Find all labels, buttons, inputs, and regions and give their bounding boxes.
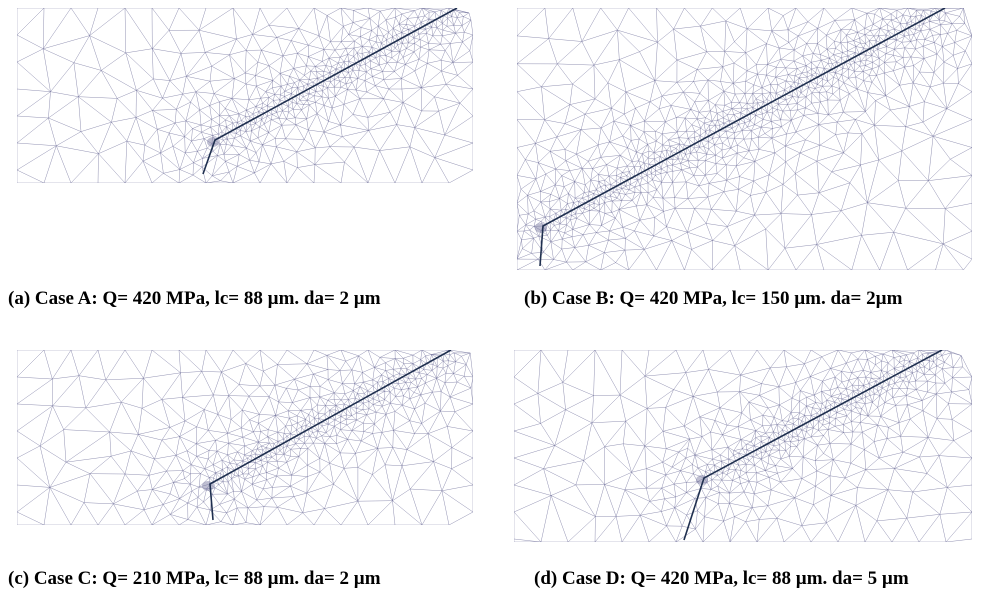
mesh-edges — [517, 8, 972, 270]
mesh-panel-c — [17, 350, 473, 525]
mesh-edges — [514, 350, 972, 542]
mesh-panel-d — [514, 350, 972, 542]
crack-path — [209, 350, 452, 521]
caption-case-c: (c) Case C: Q= 210 MPa, lc= 88 µm. da= 2… — [8, 568, 381, 589]
mesh-panel-a — [17, 8, 473, 183]
crack-path — [539, 8, 946, 267]
caption-case-a: (a) Case A: Q= 420 MPa, lc= 88 µm. da= 2… — [8, 288, 381, 309]
caption-case-d: (d) Case D: Q= 420 MPa, lc= 88 µm. da= 5… — [534, 568, 909, 589]
caption-case-b: (b) Case B: Q= 420 MPa, lc= 150 µm. da= … — [524, 288, 903, 309]
crack-path — [202, 8, 458, 175]
mesh-edges — [17, 350, 473, 525]
crack-path — [683, 350, 943, 541]
mesh-panel-b — [517, 8, 972, 270]
mesh-edges — [17, 8, 473, 183]
